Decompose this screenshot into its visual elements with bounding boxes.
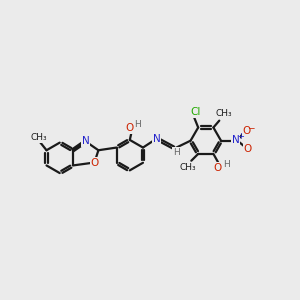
Text: H: H	[173, 148, 180, 157]
Text: N: N	[232, 135, 240, 145]
Text: N: N	[82, 136, 89, 146]
Text: O: O	[90, 158, 99, 167]
Text: CH₃: CH₃	[30, 133, 47, 142]
Text: O: O	[243, 143, 252, 154]
Text: −: −	[247, 123, 255, 132]
Text: CH₃: CH₃	[179, 163, 196, 172]
Text: H: H	[134, 120, 141, 129]
Text: O: O	[242, 126, 251, 136]
Text: CH₃: CH₃	[216, 109, 232, 118]
Text: O: O	[213, 163, 221, 172]
Text: N: N	[153, 134, 160, 144]
Text: H: H	[223, 160, 230, 169]
Text: Cl: Cl	[190, 107, 200, 117]
Text: O: O	[126, 123, 134, 133]
Text: +: +	[237, 132, 244, 141]
